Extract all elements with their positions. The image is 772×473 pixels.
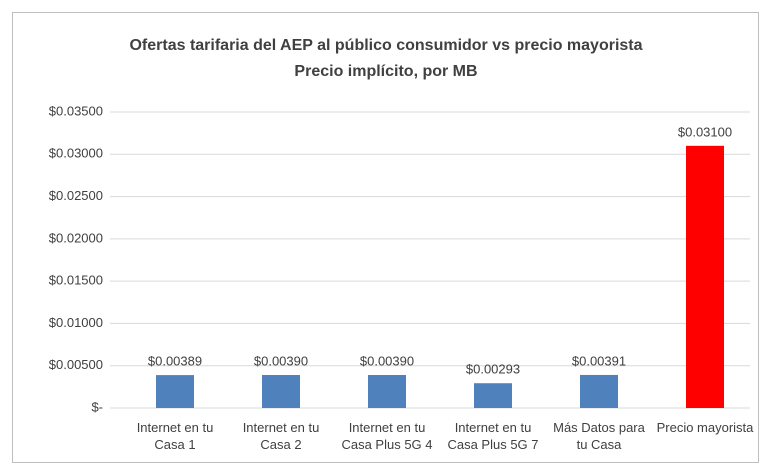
data-label: $0.00293 bbox=[466, 362, 520, 377]
data-label: $0.00389 bbox=[148, 354, 202, 369]
x-tick-label: Precio mayorista bbox=[656, 420, 754, 435]
y-tick-label: $0.01000 bbox=[49, 315, 103, 330]
y-tick-label: $0.00500 bbox=[49, 357, 103, 372]
bar bbox=[368, 375, 406, 408]
x-tick-label: Más Datos para tu Casa bbox=[553, 420, 645, 452]
chart-subtitle: Precio implícito, por MB bbox=[294, 63, 477, 80]
data-label: $0.00391 bbox=[572, 353, 626, 368]
bar bbox=[156, 375, 194, 408]
data-label: $0.00390 bbox=[360, 353, 414, 368]
y-tick-label: $0.02000 bbox=[49, 230, 103, 245]
chart-title: Ofertas tarifaria del AEP al público con… bbox=[129, 37, 642, 54]
data-label: $0.00390 bbox=[254, 353, 308, 368]
x-tick-label: Internet en tu Casa Plus 5G 7 bbox=[447, 420, 539, 452]
bar bbox=[686, 145, 724, 409]
y-tick-label: $0.02500 bbox=[49, 188, 103, 203]
x-tick-label: Internet en tu Casa Plus 5G 4 bbox=[341, 420, 433, 452]
x-tick-label: Internet en tu Casa 2 bbox=[242, 420, 320, 452]
data-label: $0.03100 bbox=[678, 124, 732, 139]
y-tick-label: $0.03500 bbox=[49, 103, 103, 118]
bar bbox=[580, 374, 618, 408]
y-tick-label: $0.03000 bbox=[49, 146, 103, 161]
y-tick-label: $- bbox=[91, 399, 103, 414]
x-tick-label: Internet en tu Casa 1 bbox=[136, 420, 214, 452]
y-tick-label: $0.01500 bbox=[49, 273, 103, 288]
bar bbox=[474, 383, 512, 408]
bar bbox=[262, 375, 300, 408]
